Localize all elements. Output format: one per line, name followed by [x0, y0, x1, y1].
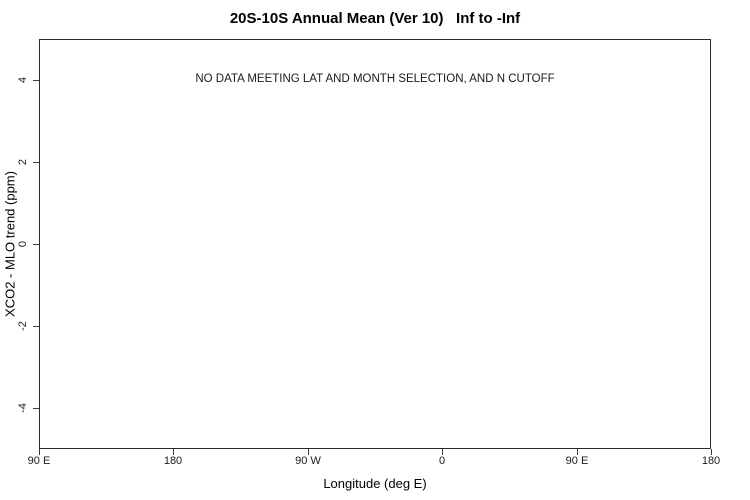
y-axis-title: XCO2 - MLO trend (ppm) [2, 171, 18, 317]
y-tick-label: -2 [17, 321, 29, 331]
x-tick-mark [711, 449, 712, 455]
x-tick-mark [173, 449, 174, 455]
chart-title: 20S-10S Annual Mean (Ver 10) Inf to -Inf [229, 10, 521, 27]
x-tick-mark [442, 449, 443, 455]
x-tick-label: 0 [438, 455, 446, 467]
x-axis-title: Longitude (deg E) [323, 476, 427, 491]
y-tick-mark [33, 244, 39, 245]
y-tick-mark [33, 408, 39, 409]
x-tick-mark [308, 449, 309, 455]
x-tick-label: 90 W [295, 455, 321, 467]
y-tick-mark [33, 326, 39, 327]
x-tick-label: 90 E [27, 455, 51, 467]
y-tick-label: 0 [17, 240, 29, 248]
x-tick-label: 180 [701, 455, 721, 467]
no-data-message: NO DATA MEETING LAT AND MONTH SELECTION,… [195, 73, 555, 85]
x-tick-label: 180 [163, 455, 183, 467]
x-tick-mark [39, 449, 40, 455]
y-tick-mark [33, 80, 39, 81]
y-tick-label: 2 [17, 158, 29, 166]
y-tick-label: -4 [17, 403, 29, 413]
y-tick-label: 4 [17, 76, 29, 84]
x-tick-label: 90 E [565, 455, 589, 467]
y-tick-mark [33, 162, 39, 163]
x-tick-mark [577, 449, 578, 455]
plot-area [39, 39, 711, 449]
